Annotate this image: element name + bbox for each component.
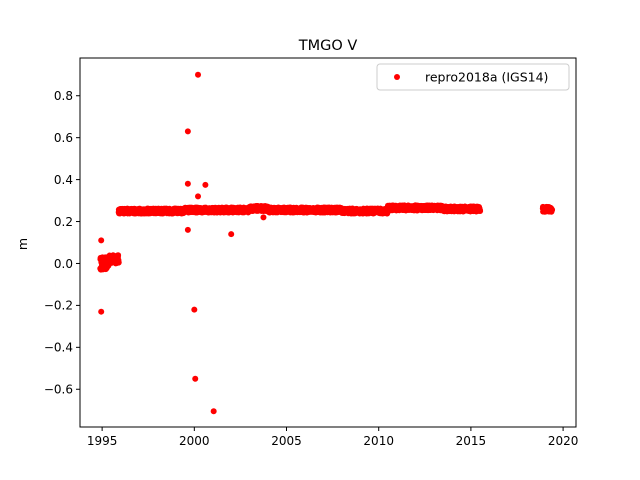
data-point <box>210 408 217 415</box>
axes: 1995 2000 2005 2010 2015 2020 −0.6 −0.4 −0.2 0.0 0… <box>44 89 579 448</box>
legend-box <box>376 63 570 91</box>
y-tick-label: −0.6 <box>44 383 73 397</box>
y-tick-label: 0.8 <box>54 89 73 103</box>
data-point <box>549 206 556 213</box>
data-point <box>195 193 202 200</box>
y-tick-label: −0.2 <box>44 299 73 313</box>
x-tick-label: 2010 <box>363 434 394 448</box>
plot-frame <box>79 57 577 428</box>
x-tick-label: 1995 <box>87 434 118 448</box>
data-point <box>260 214 267 221</box>
y-tick-label: 0.0 <box>54 257 73 271</box>
data-point <box>228 231 235 238</box>
data-point <box>192 375 199 382</box>
data-point <box>184 128 191 135</box>
y-tick-label: 0.2 <box>54 215 73 229</box>
chart-title: TMGO V <box>298 38 358 54</box>
legend: repro2018a (IGS14) <box>376 63 570 91</box>
x-tick-label: 2015 <box>456 434 487 448</box>
y-axis-label: m <box>15 238 30 250</box>
data-point <box>115 259 122 266</box>
x-tick-label: 2000 <box>179 434 210 448</box>
y-tick-label: 0.4 <box>54 173 73 187</box>
data-point <box>98 237 105 244</box>
x-tick-label: 2005 <box>271 434 302 448</box>
y-tick-label: 0.6 <box>54 131 73 145</box>
data-point <box>184 180 191 187</box>
legend-marker <box>394 74 400 80</box>
data-point <box>477 207 484 214</box>
data-point <box>202 181 209 188</box>
data-point <box>98 308 105 315</box>
data-point <box>184 226 191 233</box>
data-point <box>191 306 198 313</box>
legend-label: repro2018a (IGS14) <box>425 70 548 85</box>
data-point <box>115 252 122 259</box>
x-tick-label: 2020 <box>548 434 579 448</box>
y-tick-label: −0.4 <box>44 341 73 355</box>
data-point <box>195 71 202 78</box>
data-points <box>97 71 556 415</box>
